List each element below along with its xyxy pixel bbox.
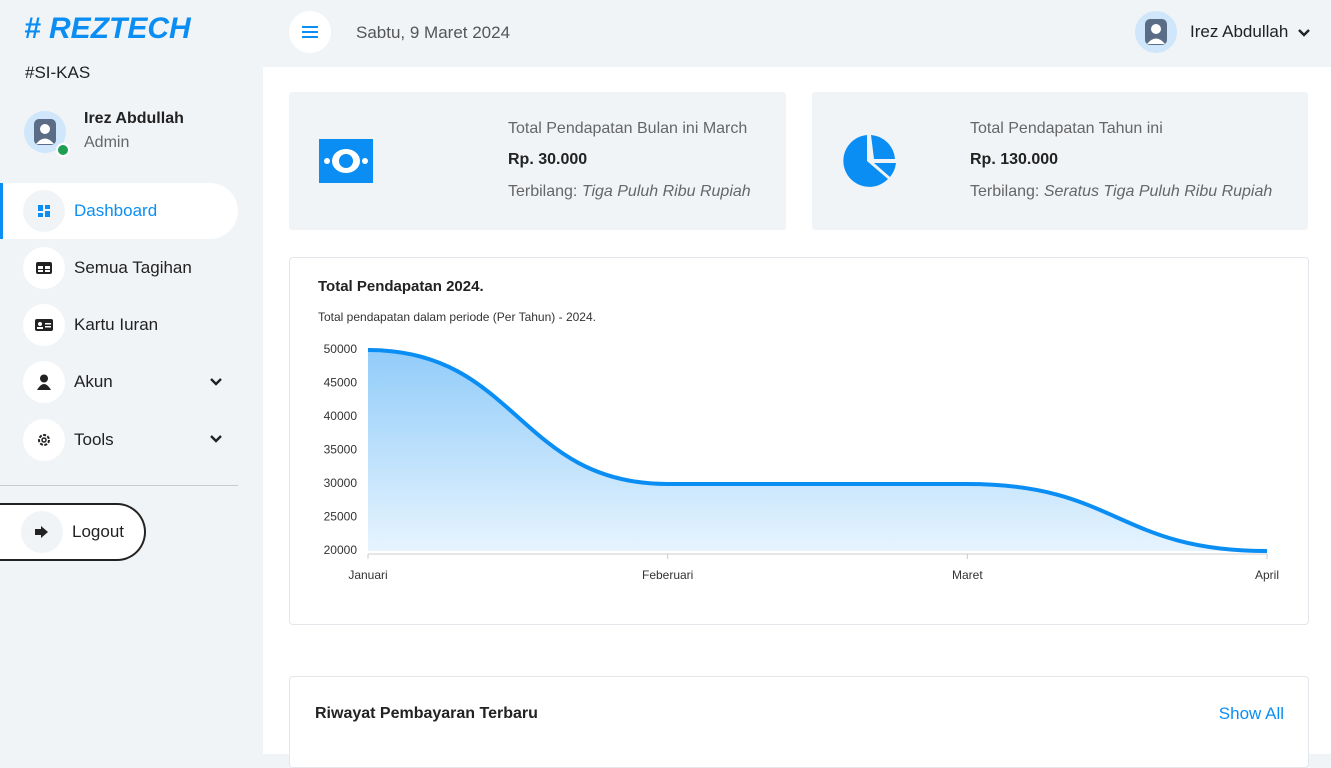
divider — [0, 485, 238, 486]
header-user[interactable]: Irez Abdullah — [1190, 22, 1289, 41]
logout-button[interactable]: Logout — [0, 503, 146, 561]
y-tick-label: 50000 — [324, 342, 358, 356]
x-tick-label: April — [1255, 568, 1279, 582]
menu-item[interactable]: Akun — [0, 354, 238, 410]
area — [368, 350, 1267, 551]
logout-label: Logout — [72, 522, 124, 541]
y-tick-label: 40000 — [324, 409, 358, 423]
profile-role: Admin — [84, 134, 130, 151]
card-title: Total Pendapatan Bulan ini March — [508, 120, 748, 137]
logo[interactable]: # REZTECH — [24, 12, 191, 45]
menu-item[interactable]: Dashboard — [0, 183, 238, 239]
history-title: Riwayat Pembayaran Terbaru — [315, 705, 538, 722]
menu-label: Semua Tagihan — [74, 258, 192, 277]
menu-item[interactable]: Kartu Iuran — [0, 297, 238, 353]
header-avatar[interactable] — [1135, 11, 1177, 53]
stat-card: Total Pendapatan Tahun ini Rp. 130.000 T… — [812, 92, 1308, 230]
card-words: Seratus Tiga Puluh Ribu Rupiah — [1043, 183, 1273, 200]
y-tick-label: 35000 — [324, 443, 358, 457]
x-tick-label: Feberuari — [642, 568, 693, 582]
y-tick-label: 45000 — [324, 376, 358, 390]
chart-subtitle: Total pendapatan dalam periode (Per Tahu… — [318, 310, 596, 324]
stat-card: Total Pendapatan Bulan ini March Rp. 30.… — [289, 92, 786, 230]
menu-label: Akun — [74, 372, 113, 391]
menu-label: Tools — [74, 430, 114, 449]
menu-item[interactable]: Tools — [0, 412, 238, 468]
profile-name: Irez Abdullah — [84, 110, 184, 127]
card-label: Terbilang: — [508, 183, 578, 200]
card-label: Terbilang: — [970, 183, 1040, 200]
card-amount: Rp. 30.000 — [508, 151, 588, 168]
x-tick-label: Maret — [952, 568, 983, 582]
app-name: #SI-KAS — [25, 63, 91, 82]
x-tick-label: Januari — [348, 568, 387, 582]
chart-title: Total Pendapatan 2024. — [318, 278, 484, 295]
avatar — [24, 111, 66, 153]
user-caret[interactable] — [1298, 28, 1310, 38]
show-all-link[interactable]: Show All — [1218, 704, 1284, 723]
card-words: Tiga Puluh Ribu Rupiah — [581, 183, 751, 200]
menu-label: Dashboard — [74, 201, 158, 220]
chart: Total Pendapatan 2024. Total pendapatan … — [318, 278, 1279, 582]
y-tick-label: 20000 — [324, 543, 358, 557]
menu-toggle[interactable] — [289, 11, 331, 53]
card-amount: Rp. 130.000 — [970, 151, 1059, 168]
y-tick-label: 25000 — [324, 510, 358, 524]
status-dot — [56, 143, 70, 157]
menu-label: Kartu Iuran — [74, 315, 159, 334]
menu-item[interactable]: Semua Tagihan — [0, 240, 238, 296]
chart-panel: Total Pendapatan 2024. Total pendapatan … — [289, 257, 1309, 625]
line — [367, 348, 1268, 553]
header-date: Sabtu, 9 Maret 2024 — [356, 23, 511, 42]
y-tick-label: 30000 — [324, 476, 358, 490]
history-panel: Riwayat Pembayaran Terbaru Show All — [289, 676, 1309, 768]
card-title: Total Pendapatan Tahun ini — [970, 120, 1163, 137]
